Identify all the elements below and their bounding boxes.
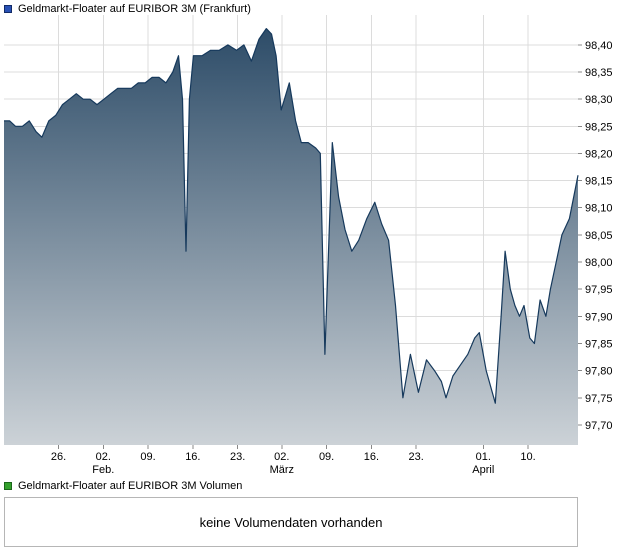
volume-chart-title: Geldmarkt-Floater auf EURIBOR 3M Volumen	[18, 479, 243, 492]
volume-legend-row: Geldmarkt-Floater auf EURIBOR 3M Volumen	[0, 480, 620, 492]
y-axis-label: 98,15	[585, 176, 613, 188]
price-series-legend-icon	[4, 5, 12, 13]
y-axis-label: 97,75	[585, 393, 613, 405]
y-axis-label: 98,05	[585, 230, 613, 242]
x-axis-label: 09.	[140, 451, 155, 463]
x-axis-label: 16.	[185, 451, 200, 463]
y-axis-label: 97,80	[585, 366, 613, 378]
x-axis-label: 01.	[476, 451, 491, 463]
x-axis-label: 02.	[96, 451, 111, 463]
y-axis-label: 97,70	[585, 420, 613, 432]
x-axis-label: 02.	[274, 451, 289, 463]
x-axis-label: 16.	[364, 451, 379, 463]
price-chart-area: 98,40 98,35 98,30 98,25 98,20 98,15 98,10 98,05…	[0, 15, 620, 477]
y-axis-label: 98,30	[585, 94, 613, 106]
x-axis-month-label: März	[270, 464, 294, 476]
price-area-fill	[4, 28, 578, 445]
price-legend-row: Geldmarkt-Floater auf EURIBOR 3M (Frankf…	[0, 0, 620, 15]
x-axis-month-label: Feb.	[92, 464, 114, 476]
y-axis-label: 97,85	[585, 338, 613, 350]
x-axis-label: 10.	[520, 451, 535, 463]
volume-panel: keine Volumendaten vorhanden	[4, 497, 578, 547]
price-line	[4, 28, 579, 404]
y-axis-label: 98,40	[585, 40, 613, 52]
volume-empty-message: keine Volumendaten vorhanden	[199, 514, 383, 530]
price-chart-svg: 98,40 98,35 98,30 98,25 98,20 98,15 98,10 98,05…	[4, 15, 613, 476]
x-axis-label: 23.	[230, 451, 245, 463]
y-axis-label: 98,00	[585, 257, 613, 269]
x-axis-label: 23.	[408, 451, 423, 463]
y-axis-label: 98,20	[585, 148, 613, 160]
price-chart-title: Geldmarkt-Floater auf EURIBOR 3M (Frankf…	[18, 2, 251, 15]
y-axis-label: 98,10	[585, 203, 613, 215]
y-axis-label: 98,25	[585, 121, 613, 133]
x-axis-month-label: April	[472, 464, 494, 476]
y-axis-label: 97,95	[585, 284, 613, 296]
y-axis-label: 98,35	[585, 67, 613, 79]
y-axis-label: 97,90	[585, 311, 613, 323]
x-axis-label: 09.	[319, 451, 334, 463]
volume-series-legend-icon	[4, 482, 12, 490]
x-axis-label: 26.	[51, 451, 66, 463]
